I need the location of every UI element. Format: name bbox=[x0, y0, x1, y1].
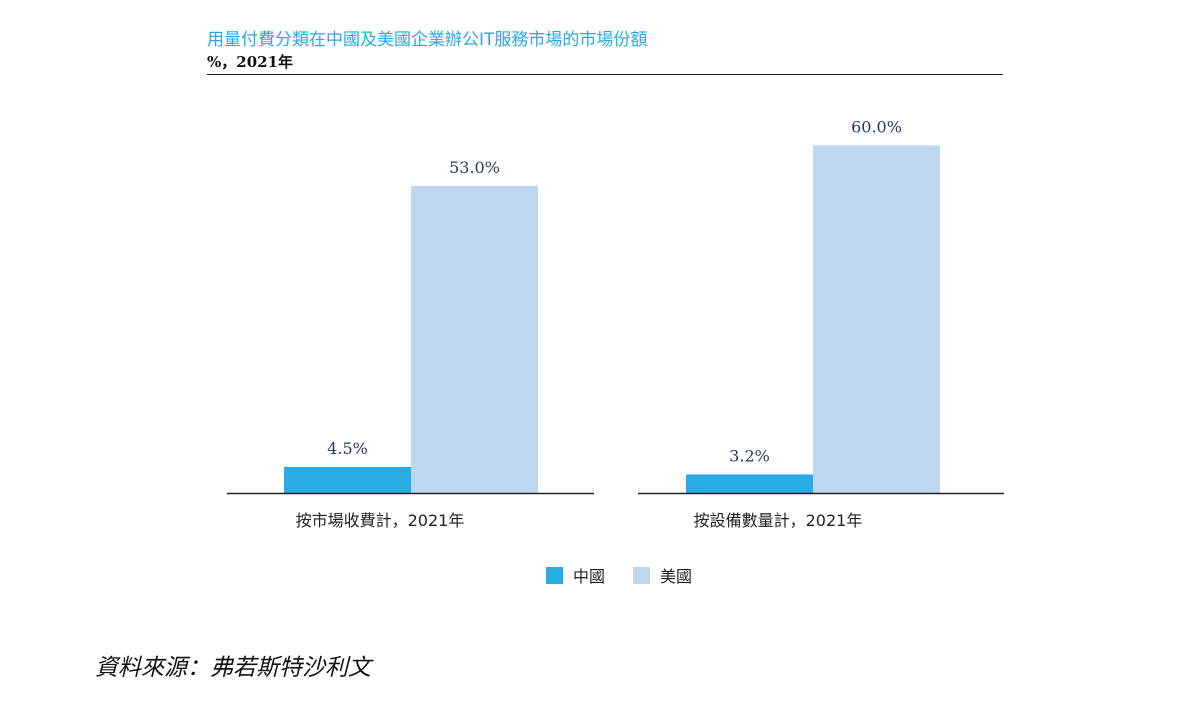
data-label-usa-2: 60.0% bbox=[851, 117, 902, 136]
data-label-china-2: 3.2% bbox=[729, 446, 770, 465]
legend-label-china: 中國 bbox=[573, 567, 606, 586]
bar-china-2 bbox=[686, 474, 813, 493]
x-axis-label-2: 按設備數量計，2021年 bbox=[694, 511, 863, 530]
legend-label-usa: 美國 bbox=[660, 567, 693, 586]
legend-swatch-usa bbox=[633, 566, 651, 584]
legend-swatch-china bbox=[546, 566, 563, 584]
bar-usa-1 bbox=[411, 186, 538, 493]
data-label-usa-1: 53.0% bbox=[449, 158, 500, 177]
x-axis-label-1: 按市場收費計，2021年 bbox=[296, 511, 465, 530]
bar-usa-2 bbox=[813, 145, 940, 494]
data-label-china-1: 4.5% bbox=[327, 439, 368, 458]
chart-subtitle: %，2021年 bbox=[207, 53, 294, 71]
chart-title: 用量付費分類在中國及美國企業辦公IT服務市場的市場份額 bbox=[207, 30, 648, 50]
source-note: 資料來源：弗若斯特沙利文 bbox=[95, 655, 371, 681]
legend-item-china: 中國 bbox=[546, 563, 605, 587]
bar-china-1 bbox=[284, 466, 411, 493]
legend: 中國 美國 bbox=[546, 563, 720, 587]
title-divider bbox=[207, 74, 1003, 75]
legend-item-usa: 美國 bbox=[633, 563, 692, 587]
